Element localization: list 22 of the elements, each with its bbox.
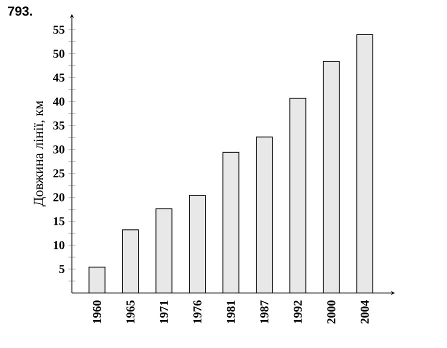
y-tick-label: 20	[53, 193, 64, 202]
x-tick-label: 1976	[193, 300, 202, 324]
y-tick-label: 15	[54, 217, 64, 226]
y-axis-title: Довжина лінії, км	[34, 100, 46, 206]
y-tick-label: 50	[53, 50, 64, 58]
y-tick-label: 35	[53, 121, 64, 130]
y-tick-label: 10	[54, 241, 64, 250]
x-tick-label: 1987	[260, 300, 268, 324]
y-tick-label: 45	[53, 74, 64, 82]
y-tick-label: 30	[53, 145, 64, 154]
x-tick-label: 1992	[294, 300, 302, 324]
x-tick-label: 1965	[126, 300, 134, 324]
chart-title: 793.	[8, 6, 32, 16]
x-tick-label: 2004	[360, 300, 369, 324]
x-tick-label: 1981	[226, 300, 235, 324]
y-tick-label: 25	[53, 169, 64, 178]
y-tick-label: 5	[59, 265, 64, 274]
x-tick-label: 1960	[92, 300, 102, 324]
y-tick-label: 40	[53, 98, 64, 106]
y-tick-label: 55	[53, 26, 64, 34]
x-tick-label: 2000	[327, 300, 336, 324]
x-tick-label: 1971	[160, 300, 168, 324]
